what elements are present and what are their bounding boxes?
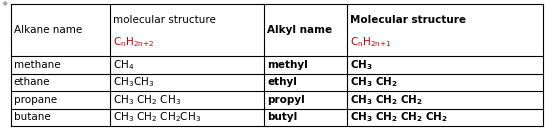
Text: ❖: ❖ [2,1,8,7]
Text: molecular structure: molecular structure [113,15,216,25]
Text: $\mathbf{CH_3}$: $\mathbf{CH_3}$ [350,58,372,72]
Text: $\mathregular{C_nH_{2n}}\mathregular{{}_{+1}}$: $\mathregular{C_nH_{2n}}\mathregular{{}_… [350,35,392,49]
Text: $\mathregular{CH_3\ CH_2\ CH_3}$: $\mathregular{CH_3\ CH_2\ CH_3}$ [113,93,181,107]
Text: $\mathregular{C_nH_{2n}}\mathregular{{}_{+2}}$: $\mathregular{C_nH_{2n}}\mathregular{{}_… [113,35,155,49]
Text: $\mathregular{CH_3\ CH_2\ CH_2CH_3}$: $\mathregular{CH_3\ CH_2\ CH_2CH_3}$ [113,110,201,124]
Text: methane: methane [14,60,61,70]
Text: Alkyl name: Alkyl name [267,25,332,35]
Text: Alkane name: Alkane name [14,25,82,35]
Text: propyl: propyl [267,95,305,105]
Text: butane: butane [14,112,51,122]
Text: $\mathregular{CH_4}$: $\mathregular{CH_4}$ [113,58,134,72]
Text: $\mathbf{CH_3\ CH_2\ CH_2\ CH_2}$: $\mathbf{CH_3\ CH_2\ CH_2\ CH_2}$ [350,110,448,124]
Text: $\mathbf{CH_3\ CH_2\ CH_2}$: $\mathbf{CH_3\ CH_2\ CH_2}$ [350,93,423,107]
Text: ethyl: ethyl [267,77,297,87]
Text: butyl: butyl [267,112,298,122]
Text: ethane: ethane [14,77,50,87]
Text: propane: propane [14,95,57,105]
Text: Molecular structure: Molecular structure [350,15,466,25]
Text: $\mathbf{CH_3\ CH_2}$: $\mathbf{CH_3\ CH_2}$ [350,76,398,89]
Text: $\mathregular{CH_3CH_3}$: $\mathregular{CH_3CH_3}$ [113,76,154,89]
Text: methyl: methyl [267,60,308,70]
